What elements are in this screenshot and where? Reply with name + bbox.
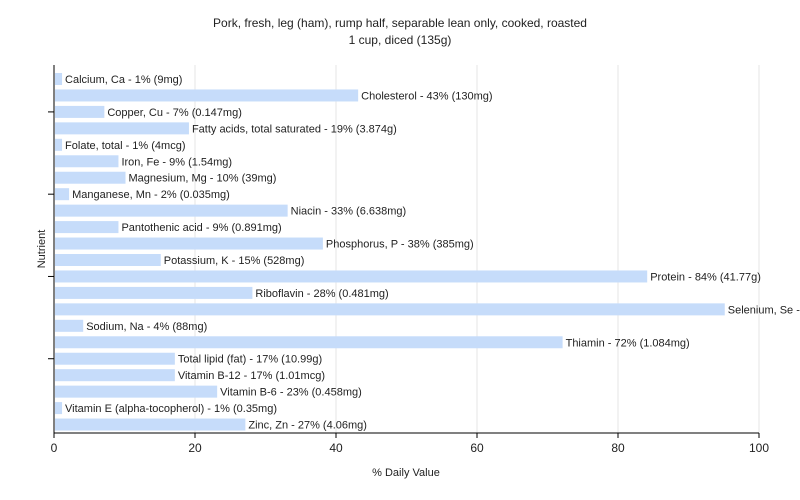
bar-label: Sodium, Na - 4% (88mg) (86, 321, 207, 333)
bar-label: Total lipid (fat) - 17% (10.99g) (178, 354, 322, 366)
bar (55, 385, 218, 398)
bar-label: Vitamin B-6 - 23% (0.458mg) (220, 387, 362, 399)
x-tick-label: 40 (329, 441, 343, 455)
bar-label: Calcium, Ca - 1% (9mg) (65, 74, 182, 86)
bar (55, 286, 253, 299)
bar (55, 270, 648, 283)
bar-label: Folate, total - 1% (4mcg) (65, 140, 185, 152)
bar-label: Manganese, Mn - 2% (0.035mg) (72, 189, 230, 201)
bar (55, 188, 70, 201)
bar (55, 171, 126, 184)
bar (55, 402, 63, 415)
bar-label: Vitamin B-12 - 17% (1.01mcg) (178, 370, 325, 382)
y-axis-label: Nutrient (36, 230, 48, 269)
bar-label: Zinc, Zn - 27% (4.06mg) (248, 420, 367, 432)
bar (55, 221, 119, 234)
bar (55, 204, 288, 217)
chart-subtitle: 1 cup, diced (135g) (349, 33, 452, 47)
bar (55, 319, 84, 332)
x-axis-label: % Daily Value (372, 467, 440, 479)
x-tick-label: 60 (470, 441, 484, 455)
bar-label: Niacin - 33% (6.638mg) (291, 206, 407, 218)
bar (55, 352, 175, 365)
bar-label: Pantothenic acid - 9% (0.891mg) (121, 222, 281, 234)
bar (55, 155, 119, 168)
bars: Calcium, Ca - 1% (9mg) Cholesterol - 43% … (55, 73, 800, 432)
bar (55, 303, 725, 316)
bar (55, 418, 246, 431)
bar-label: Selenium, Se - 95% (66.4mcg) (728, 304, 800, 316)
bar-label: Phosphorus, P - 38% (385mg) (326, 239, 474, 251)
bar (55, 254, 161, 266)
bar-label: Magnesium, Mg - 10% (39mg) (129, 173, 277, 185)
axes: 0 20 40 60 80 100 (48, 65, 769, 455)
grid-lines (194, 65, 760, 433)
x-tick-label: 0 (51, 441, 58, 455)
bar (55, 73, 63, 85)
bar-label: Protein - 84% (41.77g) (650, 271, 761, 283)
x-tick-label: 80 (611, 441, 625, 455)
bar-label: Fatty acids, total saturated - 19% (3.87… (192, 123, 397, 135)
x-tick-label: 100 (749, 441, 769, 455)
x-tick-label: 20 (188, 441, 202, 455)
bar-label: Iron, Fe - 9% (1.54mg) (121, 156, 232, 168)
bar-label: Copper, Cu - 7% (0.147mg) (107, 107, 242, 119)
chart-title: Pork, fresh, leg (ham), rump half, separ… (213, 16, 587, 30)
bar-label: Thiamin - 72% (1.084mg) (566, 337, 690, 349)
bar (55, 237, 323, 250)
bar (55, 369, 175, 382)
bar (55, 105, 105, 118)
bar-label: Potassium, K - 15% (528mg) (164, 255, 305, 267)
bar (55, 336, 563, 349)
bar-label: Cholesterol - 43% (130mg) (361, 90, 492, 102)
bar (55, 122, 189, 135)
bar-label: Vitamin E (alpha-tocopherol) - 1% (0.35m… (65, 403, 277, 415)
bar-label: Riboflavin - 28% (0.481mg) (255, 288, 388, 300)
bar (55, 138, 63, 151)
bar (55, 89, 359, 102)
